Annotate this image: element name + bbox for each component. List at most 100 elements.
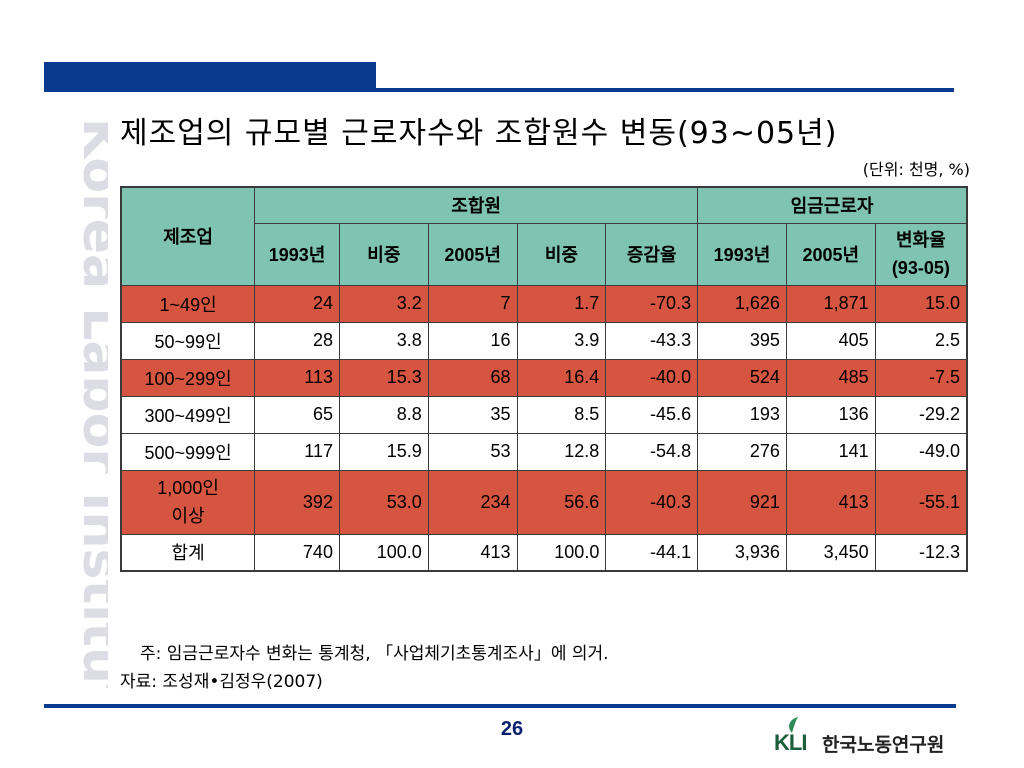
- table-cell: 56.6: [516, 469, 607, 535]
- table-cell: 113: [254, 358, 340, 397]
- table-cell: 485: [785, 358, 876, 397]
- table-cell: 100.0: [338, 533, 429, 572]
- table-cell: -40.3: [605, 469, 699, 535]
- table-cell: 921: [697, 469, 787, 535]
- group-header-wage-workers: 임금근로자: [697, 186, 968, 224]
- row-label: 1~49인: [120, 284, 256, 323]
- row-label: 500~999인: [120, 432, 256, 471]
- table-cell: -43.3: [605, 321, 699, 360]
- table-cell: -45.6: [605, 395, 699, 434]
- table-row: 합계 740 100.0 413 100.0 -44.1 3,936 3,450 -12.3: [120, 533, 968, 572]
- table-cell: 1.7: [516, 284, 607, 323]
- table-cell: 117: [254, 432, 340, 471]
- table-row: 1~49인 24 3.2 7 1.7 -70.3 1,626 1,871 15.0: [120, 284, 968, 323]
- table-cell: 136: [785, 395, 876, 434]
- table-cell: 68: [427, 358, 518, 397]
- table-cell: 413: [785, 469, 876, 535]
- row-label-text: 1~49인: [159, 294, 217, 315]
- sub-header: 비중: [338, 222, 429, 286]
- table-row: 500~999인 117 15.9 53 12.8 -54.8 276 141 -49.0: [120, 432, 968, 471]
- table-cell: 740: [254, 533, 340, 572]
- table-cell: 16.4: [516, 358, 607, 397]
- footnote-note: 주: 임금근로자수 변화는 통계청, 「사업체기초통계조사」에 의거.: [140, 644, 609, 664]
- table-cell: 15.0: [874, 284, 968, 323]
- row-label-text: 1,000인: [157, 478, 219, 498]
- table-cell: 395: [697, 321, 787, 360]
- sub-header: 1993년: [254, 222, 340, 286]
- table-cell: 3.2: [338, 284, 429, 323]
- row-label-text: 합계: [171, 543, 205, 564]
- table-cell: 234: [427, 469, 518, 535]
- sub-header: 2005년: [785, 222, 876, 286]
- group-header-union: 조합원: [254, 186, 699, 224]
- table-cell: -40.0: [605, 358, 699, 397]
- table-cell: -29.2: [874, 395, 968, 434]
- data-table: 제조업 조합원 임금근로자 1993년 비중 2005년 비중 증감율 1993…: [120, 186, 968, 572]
- table-cell: 276: [697, 432, 787, 471]
- table-cell: 141: [785, 432, 876, 471]
- corner-header: 제조업: [120, 186, 256, 286]
- logo-name: 한국노동연구원: [822, 734, 945, 756]
- table-cell: 405: [785, 321, 876, 360]
- row-label: 합계: [120, 533, 256, 572]
- logo-mark: KLI: [774, 730, 807, 755]
- header-rule: [376, 88, 954, 92]
- table-cell: -44.1: [605, 533, 699, 572]
- change-rate-label: 변화율: [895, 230, 946, 250]
- table-cell: 3.8: [338, 321, 429, 360]
- table-cell: 8.5: [516, 395, 607, 434]
- watermark-vertical-text: Korea Labor Institute: [71, 118, 108, 688]
- row-label-text: 50~99인: [154, 331, 222, 352]
- leaf-icon: [789, 717, 798, 733]
- table-row: 100~299인 113 15.3 68 16.4 -40.0 524 485 -7.5: [120, 358, 968, 397]
- table-cell: 1,871: [785, 284, 876, 323]
- watermark-text: Korea Labor Institute: [71, 118, 108, 688]
- table-cell: -70.3: [605, 284, 699, 323]
- table-cell: 1,626: [697, 284, 787, 323]
- table-cell: 65: [254, 395, 340, 434]
- table-cell: 3,936: [697, 533, 787, 572]
- footnote-source: 자료: 조성재•김정우(2007): [120, 672, 323, 692]
- table-cell: 524: [697, 358, 787, 397]
- footer-rule: [44, 704, 956, 708]
- table-cell: 193: [697, 395, 787, 434]
- table-cell: 53.0: [338, 469, 429, 535]
- table-row: 300~499인 65 8.8 35 8.5 -45.6 193 136 -29.2: [120, 395, 968, 434]
- sub-header: 비중: [516, 222, 607, 286]
- table-cell: -12.3: [874, 533, 968, 572]
- row-label: 100~299인: [120, 358, 256, 397]
- header-bar-block: [44, 62, 376, 92]
- row-label-text: 500~999인: [144, 442, 232, 463]
- sub-header: 증감율: [605, 222, 699, 286]
- sub-header: 1993년: [697, 222, 787, 286]
- page-number: 26: [500, 718, 524, 740]
- unit-note: (단위: 천명, %): [862, 160, 970, 179]
- table-cell: 3,450: [785, 533, 876, 572]
- row-label-text-line2: 이상: [171, 506, 205, 526]
- table-cell: 15.3: [338, 358, 429, 397]
- table-cell: 35: [427, 395, 518, 434]
- table-cell: -7.5: [874, 358, 968, 397]
- table-cell: 2.5: [874, 321, 968, 360]
- change-rate-period: (93-05): [891, 258, 950, 278]
- sub-header-change-rate: 변화율 (93-05): [874, 222, 968, 286]
- table-cell: 392: [254, 469, 340, 535]
- table-cell: 12.8: [516, 432, 607, 471]
- table-row: 50~99인 28 3.8 16 3.9 -43.3 395 405 2.5: [120, 321, 968, 360]
- table-row: 1,000인 이상 392 53.0 234 56.6 -40.3 921 413 -55.1: [120, 469, 968, 535]
- table-cell: 3.9: [516, 321, 607, 360]
- kli-logo: KLI 한국노동연구원: [774, 717, 958, 756]
- table-cell: -55.1: [874, 469, 968, 535]
- row-label-text: 300~499인: [144, 405, 232, 426]
- table-cell: 53: [427, 432, 518, 471]
- row-label-text: 100~299인: [144, 368, 232, 389]
- table-cell: 100.0: [516, 533, 607, 572]
- sub-header: 2005년: [427, 222, 518, 286]
- table-cell: 413: [427, 533, 518, 572]
- table-cell: 16: [427, 321, 518, 360]
- table-cell: 28: [254, 321, 340, 360]
- table-cell: 15.9: [338, 432, 429, 471]
- table-cell: -49.0: [874, 432, 968, 471]
- row-label: 300~499인: [120, 395, 256, 434]
